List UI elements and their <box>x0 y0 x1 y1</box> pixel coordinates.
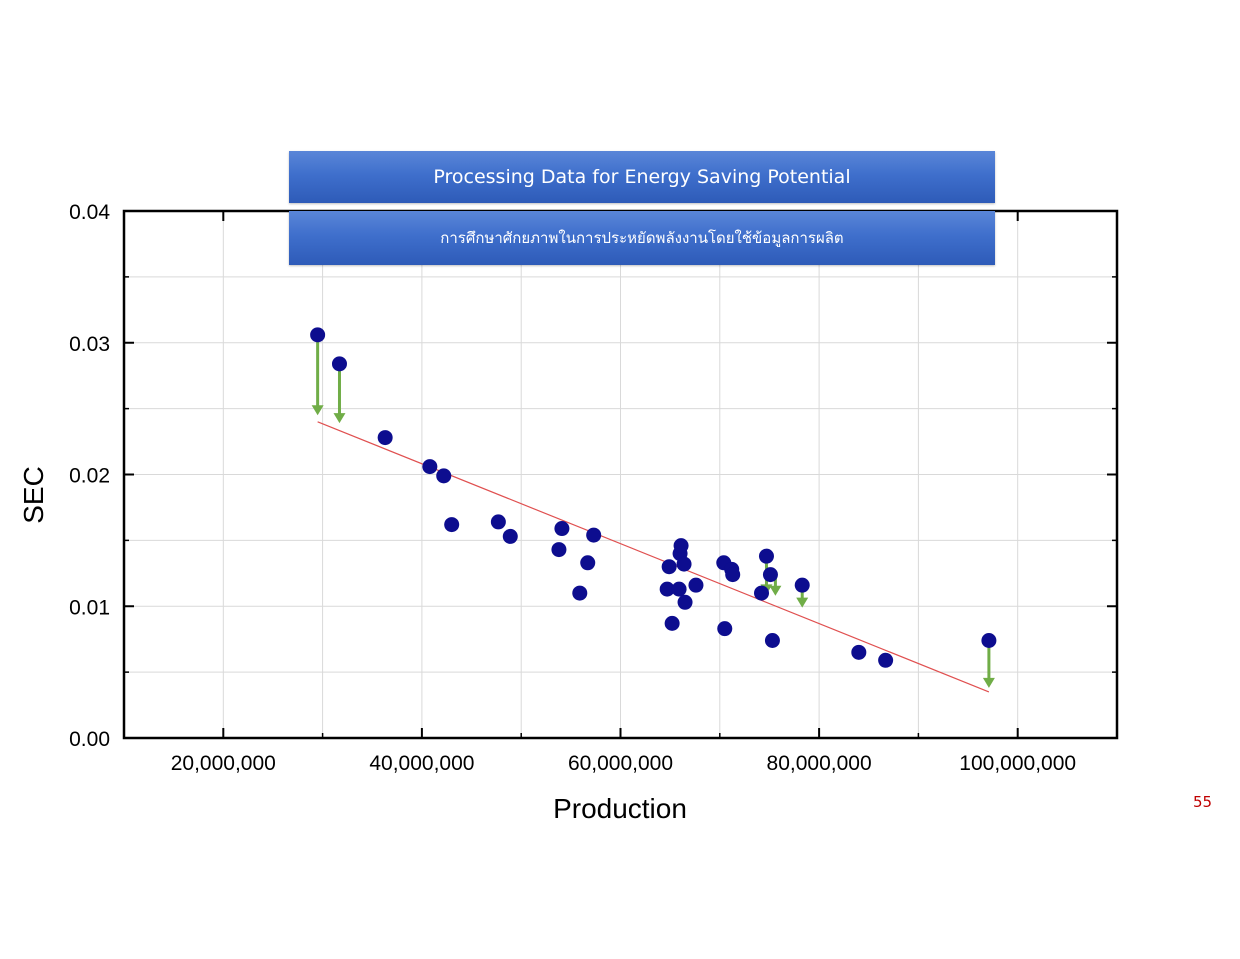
x-tick-label: 40,000,000 <box>369 752 474 775</box>
data-point <box>758 548 774 564</box>
data-point <box>878 652 894 668</box>
data-points <box>310 327 997 668</box>
trendline-layer <box>317 421 990 693</box>
data-point <box>422 459 438 475</box>
x-tick-label: 20,000,000 <box>171 752 276 775</box>
data-point <box>725 567 741 583</box>
data-point <box>580 555 596 571</box>
x-tick-label: 80,000,000 <box>767 752 872 775</box>
data-point <box>661 559 677 575</box>
arrow-head <box>796 597 809 608</box>
data-point <box>554 521 570 537</box>
data-point <box>444 517 460 533</box>
banner-subtitle: การศึกษาศักยภาพในการประหยัดพลังงานโดยใช้… <box>289 211 995 265</box>
data-point <box>981 633 997 649</box>
arrow-head <box>769 585 782 596</box>
data-point <box>762 567 778 583</box>
data-point <box>673 538 689 554</box>
data-point <box>677 594 693 610</box>
data-point <box>310 327 326 343</box>
data-point <box>551 542 567 558</box>
x-tick-labels: 20,000,000 40,000,000 60,000,000 80,000,000… <box>171 752 1076 775</box>
data-point <box>851 644 867 660</box>
data-point <box>331 356 347 372</box>
data-point <box>436 468 452 484</box>
saving-arrows <box>311 334 995 688</box>
data-point <box>659 581 675 597</box>
arrow-head <box>333 413 346 424</box>
data-point <box>664 615 680 631</box>
data-point <box>490 514 506 530</box>
x-axis-label: Production <box>553 793 687 824</box>
y-axis-label: SEC <box>18 466 49 524</box>
data-point <box>502 528 518 544</box>
y-tick-labels: 0.00 0.01 0.02 0.03 0.04 <box>69 201 110 751</box>
data-point <box>688 577 704 593</box>
axis-ticks <box>124 210 1117 739</box>
arrow-head <box>311 405 324 416</box>
y-tick-label: 0.04 <box>69 201 110 224</box>
data-point <box>794 577 810 593</box>
data-point <box>377 430 393 446</box>
y-tick-label: 0.02 <box>69 465 110 488</box>
arrow-head <box>982 677 995 688</box>
data-point <box>586 527 602 543</box>
y-tick-label: 0.00 <box>69 728 110 751</box>
slide-number: 55 <box>1193 793 1213 811</box>
data-point <box>754 585 770 601</box>
data-point <box>671 581 687 597</box>
trendline <box>317 421 990 693</box>
data-point <box>676 556 692 572</box>
y-tick-label: 0.01 <box>69 596 110 619</box>
data-point <box>572 585 588 601</box>
x-tick-label: 100,000,000 <box>959 752 1076 775</box>
banner-title: Processing Data for Energy Saving Potent… <box>289 151 995 203</box>
data-point <box>764 633 780 649</box>
data-point <box>717 621 733 637</box>
grid-lines <box>124 211 1117 738</box>
y-tick-label: 0.03 <box>69 333 110 356</box>
x-tick-label: 60,000,000 <box>568 752 673 775</box>
